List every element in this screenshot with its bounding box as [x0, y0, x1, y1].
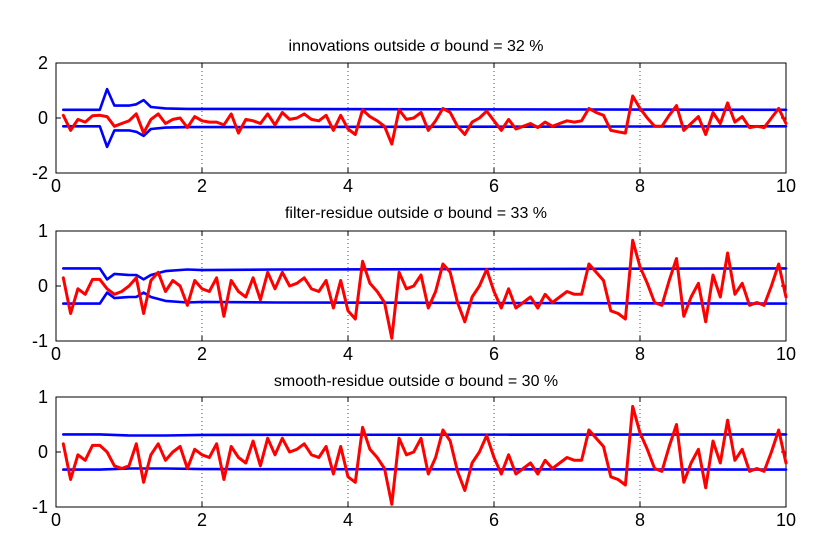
marks-smooth-residue: 0 2 4 6 8 10-101 [32, 387, 796, 530]
y-tick-label: 0 [38, 276, 48, 296]
subplot-title-smooth-residue: smooth-residue outside σ bound = 30 % [274, 373, 558, 390]
x-tick-label: 10 [776, 176, 796, 196]
subplot-title-innovations: innovations outside σ bound = 32 % [289, 38, 544, 55]
x-tick-label: 8 [635, 344, 645, 364]
x-tick-label: 6 [489, 344, 499, 364]
x-tick-label: 4 [343, 344, 353, 364]
subplot-title-filter-residue: filter-residue outside σ bound = 33 % [285, 205, 547, 222]
x-tick-label: 6 [489, 510, 499, 530]
x-tick-label: 0 [51, 510, 61, 530]
x-tick-label: 8 [635, 176, 645, 196]
subplot-smooth-residue: smooth-residue outside σ bound = 30 % 0 2… [32, 373, 796, 530]
x-tick-label: 2 [197, 344, 207, 364]
y-tick-label: 0 [38, 108, 48, 128]
x-tick-label: 2 [197, 176, 207, 196]
y-tick-label: -1 [32, 331, 48, 351]
y-tick-label: 1 [38, 387, 48, 407]
sigma-bound-line [61, 267, 788, 281]
subplot-innovations: innovations outside σ bound = 32 % 0 2 4 6 8… [32, 38, 796, 196]
sigma-bound-line [61, 467, 788, 471]
y-tick-label: -2 [32, 163, 48, 183]
residual-series-line [61, 94, 788, 146]
y-tick-label: 2 [38, 53, 48, 73]
subplot-filter-residue: filter-residue outside σ bound = 33 % 0 2… [32, 205, 796, 364]
marks-innovations: 0 2 4 6 8 10-202 [32, 53, 796, 196]
y-tick-label: -1 [32, 497, 48, 517]
x-tick-label: 2 [197, 510, 207, 530]
x-tick-label: 0 [51, 176, 61, 196]
sigma-bound-line [61, 125, 788, 149]
x-tick-label: 0 [51, 344, 61, 364]
y-tick-label: 1 [38, 221, 48, 241]
x-tick-label: 8 [635, 510, 645, 530]
sigma-bound-line [61, 87, 788, 112]
marks-filter-residue: 0 2 4 6 8 10-101 [32, 221, 796, 364]
y-tick-label: 0 [38, 442, 48, 462]
sigma-bound-line [61, 433, 788, 437]
x-tick-label: 10 [776, 510, 796, 530]
sigma-bound-line [61, 291, 788, 305]
x-tick-label: 6 [489, 176, 499, 196]
residual-series-line [61, 238, 788, 340]
x-tick-label: 4 [343, 176, 353, 196]
residual-series-line [61, 404, 788, 506]
x-tick-label: 10 [776, 344, 796, 364]
x-tick-label: 4 [343, 510, 353, 530]
